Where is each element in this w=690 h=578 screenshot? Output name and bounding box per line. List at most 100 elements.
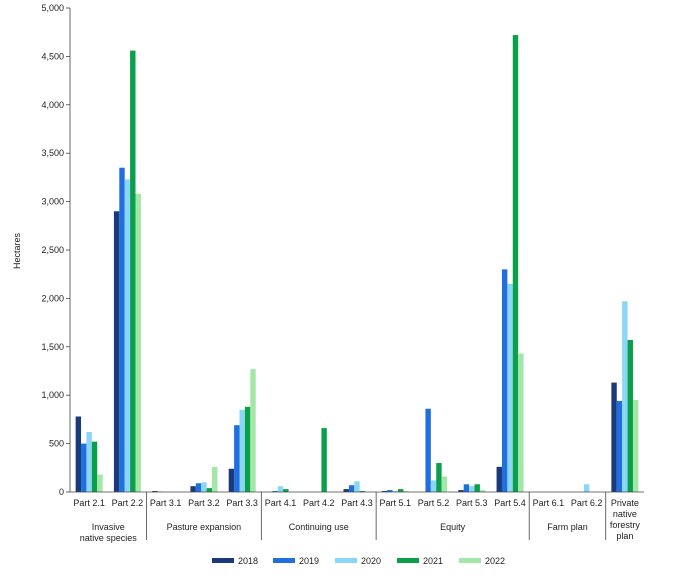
x-group-label: Pasture expansion <box>167 522 242 532</box>
bar-2021-2 <box>130 50 136 492</box>
bar-2021-8 <box>359 491 366 492</box>
legend-swatch-2022 <box>459 558 481 563</box>
bar-2018-15 <box>611 382 617 492</box>
y-tick-label: 3,500 <box>41 148 64 158</box>
y-tick-label: 2,000 <box>41 293 64 303</box>
bar-2021-12 <box>512 35 519 492</box>
bar-2019-1 <box>81 443 87 492</box>
bar-2022-12 <box>518 353 524 492</box>
y-axis: 0 500 1,000 1,500 2,000 2,500 3,000 3,500 4,000 4… <box>41 3 71 497</box>
bar-2018-1 <box>75 416 82 492</box>
bar-2019-11 <box>463 484 470 492</box>
bar-2020-5 <box>239 409 245 492</box>
bars <box>75 35 639 492</box>
bar-2020-14 <box>583 484 590 492</box>
y-tick-label: 4,500 <box>41 51 64 61</box>
legend-label-2019: 2019 <box>299 556 319 566</box>
x-category-label: Part 2.2 <box>112 498 144 508</box>
bar-2019-5 <box>234 425 240 492</box>
bar-2020-2 <box>124 179 131 492</box>
x-category-label: Part 4.2 <box>303 498 335 508</box>
bar-2019-12 <box>501 269 508 492</box>
legend: 2018 2019 2020 2021 2022 <box>212 556 505 566</box>
x-category-label: Part 3.1 <box>150 498 182 508</box>
y-tick-label: 3,000 <box>41 197 64 207</box>
x-category-label: Part 2.1 <box>73 498 105 508</box>
x-category-label: Part 4.1 <box>265 498 297 508</box>
x-category-label: Part 5.3 <box>456 498 488 508</box>
legend-swatch-2021 <box>397 558 419 563</box>
y-tick-label: 2,500 <box>41 245 64 255</box>
bar-2020-9 <box>392 491 398 492</box>
bar-2020-6 <box>277 486 284 492</box>
bar-2018-4 <box>190 486 196 492</box>
y-tick-label: 0 <box>59 487 64 497</box>
legend-label-2018: 2018 <box>238 556 258 566</box>
legend-label-2022: 2022 <box>485 556 505 566</box>
bar-2020-8 <box>354 481 360 492</box>
y-tick-label: 1,000 <box>41 390 64 400</box>
bar-2021-5 <box>244 406 251 492</box>
x-category-label: Part 5.2 <box>418 498 450 508</box>
bar-2019-6 <box>272 491 278 492</box>
bar-2021-9 <box>397 489 404 492</box>
legend-label-2020: 2020 <box>361 556 381 566</box>
bar-2020-15 <box>622 301 628 492</box>
bar-2021-10 <box>436 462 442 492</box>
bar-2021-4 <box>206 488 213 492</box>
bar-2019-10 <box>425 408 431 492</box>
bar-2020-12 <box>507 283 513 492</box>
y-tick-label: 500 <box>49 439 64 449</box>
bar-2021-1 <box>91 441 98 492</box>
x-category-label: Part 3.3 <box>226 498 258 508</box>
bar-2018-3 <box>152 491 158 492</box>
y-axis-label: Hectares <box>12 232 22 269</box>
bar-2019-15 <box>616 401 623 492</box>
bar-2021-15 <box>627 340 633 492</box>
bar-2019-8 <box>348 485 355 492</box>
bar-2020-11 <box>469 486 475 492</box>
bar-2019-2 <box>119 167 125 492</box>
legend-label-2021: 2021 <box>423 556 443 566</box>
x-category-label: Part 3.2 <box>188 498 220 508</box>
x-category-label: Part 6.2 <box>571 498 603 508</box>
bar-2022-5 <box>250 369 256 492</box>
bar-2018-9 <box>381 491 388 492</box>
legend-swatch-2020 <box>335 558 357 563</box>
bar-2022-1 <box>97 474 103 492</box>
bar-2020-4 <box>201 482 207 492</box>
bar-2020-1 <box>86 431 92 492</box>
bar-2021-7 <box>321 428 327 492</box>
bar-2018-12 <box>496 466 502 492</box>
bar-2022-15 <box>632 400 639 492</box>
x-axis: Part 2.1 Part 2.2 Part 3.1 Part 3.2 Part 3.3… <box>70 491 644 543</box>
x-category-label: Part 5.1 <box>380 498 412 508</box>
legend-swatch-2019 <box>273 558 295 563</box>
bar-2018-5 <box>228 468 235 492</box>
bar-2020-10 <box>430 480 437 492</box>
x-group-label: Invasive native species <box>80 522 138 543</box>
bar-2021-6 <box>283 489 289 492</box>
bar-2022-9 <box>403 491 409 492</box>
bar-2019-9 <box>387 490 393 492</box>
y-tick-label: 1,500 <box>41 342 64 352</box>
x-group-label: Continuing use <box>289 522 349 532</box>
bar-2018-8 <box>343 489 349 492</box>
bar-2018-2 <box>113 211 120 492</box>
x-category-label: Private native forestry plan <box>610 498 641 541</box>
legend-swatch-2018 <box>212 558 234 563</box>
x-group-label: Farm plan <box>547 522 588 532</box>
bar-2022-4 <box>212 466 218 492</box>
bar-2022-2 <box>135 193 141 492</box>
x-category-label: Part 6.1 <box>533 498 565 508</box>
bar-2022-10 <box>441 476 448 492</box>
bar-2022-11 <box>479 490 486 492</box>
x-category-label: Part 5.4 <box>494 498 526 508</box>
bar-2021-11 <box>474 484 480 492</box>
y-tick-label: 5,000 <box>41 3 64 13</box>
bar-2018-11 <box>458 490 464 492</box>
bar-2019-4 <box>195 483 202 492</box>
x-category-label: Part 4.3 <box>341 498 373 508</box>
y-tick-label: 4,000 <box>41 100 64 110</box>
